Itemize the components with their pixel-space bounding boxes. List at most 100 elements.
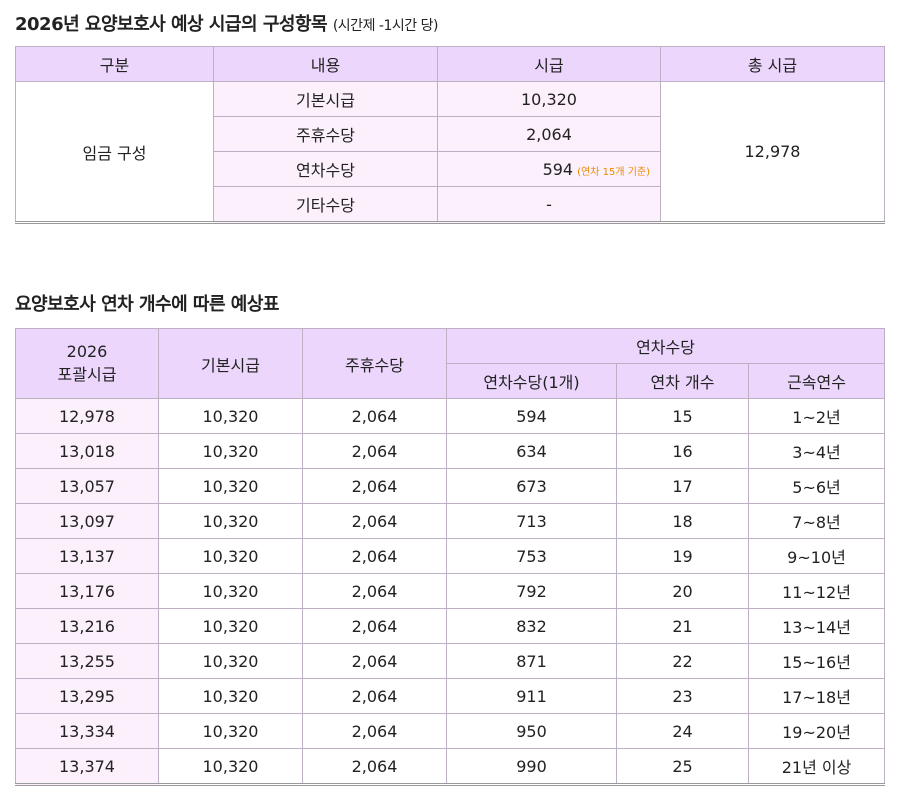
cell-annual-unit: 713 (446, 503, 617, 539)
cell-annual-unit: 911 (446, 678, 617, 714)
cell-total-wage: 13,057 (15, 468, 159, 504)
cell-annual-count: 18 (616, 503, 749, 539)
cell-annual-count: 24 (616, 713, 749, 749)
table-row: 기타수당 - (16, 186, 885, 223)
item-note: (연차 15개 기준) (577, 166, 650, 178)
cell-annual-count: 17 (616, 468, 749, 504)
table-subheader-row: 연차수당(1개) 연차 개수 근속연수 (16, 363, 886, 399)
cell-years: 5~6년 (747, 468, 886, 504)
table-row: 13,057 10,320 2,064 673 17 5~6년 (15, 468, 886, 504)
cell-total-wage: 13,216 (15, 608, 159, 644)
cell-base-wage: 10,320 (158, 538, 303, 574)
cell-years: 11~12년 (747, 573, 886, 609)
item-value-text: - (546, 194, 552, 214)
cell-base-wage: 10,320 (158, 643, 303, 679)
table-row: 13,216 10,320 2,064 832 21 13~14년 (15, 608, 886, 644)
cell-annual-count: 19 (616, 538, 749, 574)
table-row: 13,295 10,320 2,064 911 23 17~18년 (15, 678, 886, 714)
item-value-text: 594 (542, 159, 574, 179)
cell-weekly-allowance: 2,064 (302, 398, 447, 434)
group-cell: 임금 구성 (15, 81, 214, 223)
header-annual-count: 연차 개수 (616, 363, 749, 399)
header-annual-group: 연차수당 (445, 328, 886, 364)
cell-total-wage: 13,334 (15, 713, 159, 749)
cell-annual-unit: 594 (446, 398, 617, 434)
cell-annual-unit: 673 (446, 468, 617, 504)
wage-composition-table: 구분 내용 시급 총 시급 임금 구성 기본시급 10,320 12,978 주휴수당 2… (15, 46, 885, 224)
cell-base-wage: 10,320 (158, 398, 303, 434)
cell-total-wage: 13,176 (15, 573, 159, 609)
cell-base-wage: 10,320 (158, 678, 303, 714)
cell-annual-count: 25 (616, 748, 749, 785)
cell-weekly-allowance: 2,064 (302, 538, 447, 574)
cell-annual-count: 23 (616, 678, 749, 714)
table-row: 13,018 10,320 2,064 634 16 3~4년 (15, 433, 886, 469)
header-total-line1: 2026 (66, 342, 108, 361)
cell-base-wage: 10,320 (158, 748, 303, 785)
cell-weekly-allowance: 2,064 (302, 678, 447, 714)
section1-title: 2026년 요양보호사 예상 시급의 구성항목 (시간제 -1시간 당) (15, 10, 438, 36)
header-hourly: 시급 (437, 46, 661, 82)
header-weekly: 주휴수당 (302, 328, 447, 399)
cell-total-wage: 13,374 (15, 748, 159, 785)
table-row: 주휴수당 2,064 (16, 116, 885, 152)
cell-annual-unit: 871 (446, 643, 617, 679)
cell-annual-count: 16 (616, 433, 749, 469)
cell-years: 7~8년 (747, 503, 886, 539)
item-label: 연차수당 (213, 151, 438, 187)
cell-weekly-allowance: 2,064 (302, 608, 447, 644)
item-value: - (437, 186, 661, 223)
cell-annual-unit: 832 (446, 608, 617, 644)
cell-base-wage: 10,320 (158, 503, 303, 539)
cell-base-wage: 10,320 (158, 573, 303, 609)
cell-base-wage: 10,320 (158, 608, 303, 644)
total-cell: 12,978 (660, 81, 885, 223)
cell-years: 9~10년 (747, 538, 886, 574)
cell-years: 15~16년 (747, 643, 886, 679)
table-row: 13,334 10,320 2,064 950 24 19~20년 (15, 713, 886, 749)
table-header-row: 2026 포괄시급 기본시급 주휴수당 연차수당 (15, 328, 886, 399)
header-annual-unit: 연차수당(1개) (446, 363, 617, 399)
cell-total-wage: 12,978 (15, 398, 159, 434)
annual-leave-table: 2026 포괄시급 기본시급 주휴수당 연차수당 연차수당(1개) 연차 개수 근… (15, 328, 886, 786)
cell-years: 17~18년 (747, 678, 886, 714)
header-total-line2: 포괄시급 (57, 365, 117, 384)
title-text: 2026년 요양보호사 예상 시급의 구성항목 (15, 14, 328, 35)
section2-title: 요양보호사 연차 개수에 따른 예상표 (15, 294, 279, 315)
cell-annual-unit: 792 (446, 573, 617, 609)
cell-weekly-allowance: 2,064 (302, 433, 447, 469)
table-header-row: 구분 내용 시급 총 시급 (15, 46, 885, 82)
cell-annual-count: 15 (616, 398, 749, 434)
item-value: 594 (연차 15개 기준) (437, 151, 661, 187)
header-category: 구분 (15, 46, 214, 82)
cell-total-wage: 13,255 (15, 643, 159, 679)
cell-total-wage: 13,295 (15, 678, 159, 714)
cell-base-wage: 10,320 (158, 468, 303, 504)
cell-annual-count: 20 (616, 573, 749, 609)
cell-years: 3~4년 (747, 433, 886, 469)
item-label: 기본시급 (213, 81, 438, 117)
cell-annual-unit: 990 (446, 748, 617, 785)
item-label: 기타수당 (213, 186, 438, 223)
header-content: 내용 (213, 46, 438, 82)
cell-years: 1~2년 (747, 398, 886, 434)
item-value: 10,320 (437, 81, 661, 117)
cell-annual-unit: 753 (446, 538, 617, 574)
cell-weekly-allowance: 2,064 (302, 643, 447, 679)
cell-annual-count: 21 (616, 608, 749, 644)
cell-base-wage: 10,320 (158, 433, 303, 469)
item-value-text: 10,320 (521, 89, 577, 109)
cell-weekly-allowance: 2,064 (302, 503, 447, 539)
cell-weekly-allowance: 2,064 (302, 468, 447, 504)
header-years: 근속연수 (747, 363, 886, 399)
table-row: 12,978 10,320 2,064 594 15 1~2년 (15, 398, 886, 434)
cell-weekly-allowance: 2,064 (302, 748, 447, 785)
table-row: 13,374 10,320 2,064 990 25 21년 이상 (15, 748, 886, 785)
table-row: 13,255 10,320 2,064 871 22 15~16년 (15, 643, 886, 679)
table-row: 13,097 10,320 2,064 713 18 7~8년 (15, 503, 886, 539)
cell-weekly-allowance: 2,064 (302, 713, 447, 749)
cell-years: 13~14년 (747, 608, 886, 644)
header-base: 기본시급 (158, 328, 303, 399)
cell-weekly-allowance: 2,064 (302, 573, 447, 609)
item-value-text: 2,064 (526, 124, 572, 144)
